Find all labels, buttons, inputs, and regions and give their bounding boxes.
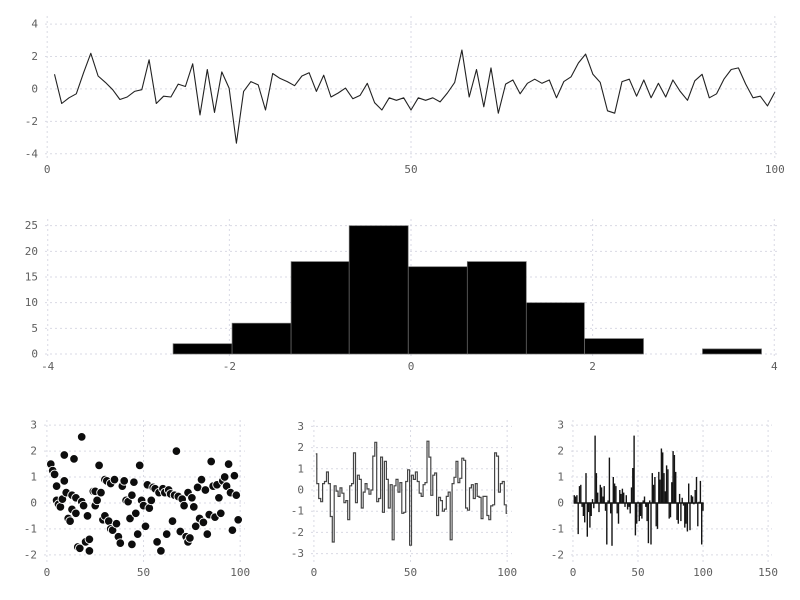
x-tick-label: 0 [44, 163, 51, 176]
x-tick-label: 0 [408, 360, 415, 373]
row-line-chart: 0 50 100 -4 -2 0 2 4 [0, 0, 800, 195]
y-tick-label: 2 [297, 441, 304, 454]
y-tick-label: 15 [25, 271, 38, 284]
x-tick-label: 100 [230, 566, 250, 579]
y-tick-label: 0 [557, 497, 564, 510]
x-tick-label: -4 [41, 360, 55, 373]
x-tick-label: 100 [765, 163, 785, 176]
y-tick-label: -2 [25, 115, 38, 128]
y-tick-label: 3 [30, 419, 37, 432]
x-tick-label: 2 [589, 360, 596, 373]
y-tick-label: 4 [31, 18, 38, 31]
line-chart: 0 50 100 -4 -2 0 2 4 [25, 16, 785, 176]
y-axis-tick-labels: -2 -1 0 1 2 3 [551, 419, 564, 562]
stem-plot-series [573, 435, 704, 546]
x-tick-label: 0 [311, 566, 318, 579]
step-chart: 0 50 100 -3 -2 -1 0 1 2 3 [291, 420, 518, 579]
scatter-plot-series [46, 432, 243, 556]
x-tick-label: -2 [223, 360, 236, 373]
line-plot-series [53, 49, 776, 144]
y-tick-label: -1 [291, 505, 304, 518]
x-tick-label: 100 [693, 566, 713, 579]
x-tick-label: 0 [570, 566, 577, 579]
y-tick-label: 3 [557, 419, 564, 432]
y-tick-label: 3 [297, 420, 304, 433]
y-axis-tick-labels: -2 -1 0 1 2 3 [24, 419, 37, 562]
x-axis-tick-labels: 0 50 100 [44, 566, 251, 579]
y-tick-label: 1 [30, 471, 37, 484]
y-tick-label: 25 [25, 219, 38, 232]
x-axis-tick-labels: 0 50 100 [44, 163, 785, 176]
y-tick-label: 1 [557, 471, 564, 484]
x-tick-label: 50 [404, 566, 417, 579]
gridlines [45, 16, 777, 160]
y-axis-tick-labels: -4 -2 0 2 4 [25, 18, 39, 161]
histogram-series [172, 225, 762, 355]
y-tick-label: 2 [30, 445, 37, 458]
scatter-chart: 0 50 100 -2 -1 0 1 2 3 [24, 419, 251, 579]
y-tick-label: -1 [551, 522, 564, 535]
x-axis-tick-labels: 0 50 100 [311, 566, 518, 579]
y-tick-label: 0 [297, 484, 304, 497]
x-tick-label: 4 [771, 360, 778, 373]
y-tick-label: 0 [31, 348, 38, 361]
y-tick-label: -2 [551, 548, 564, 561]
x-axis-tick-labels: 0 50 100 150 [570, 566, 778, 579]
x-axis-tick-labels: -4 -2 0 2 4 [41, 360, 778, 373]
x-tick-label: 150 [758, 566, 778, 579]
row-small-charts: 0 50 100 -2 -1 0 1 2 3 0 50 100 -3 -2 -1 0 1 2 3 0 50 100 15… [0, 390, 800, 600]
y-axis-tick-labels: 0 5 10 15 20 25 [25, 219, 38, 360]
y-tick-label: 0 [31, 82, 38, 95]
y-tick-label: -1 [24, 522, 37, 535]
x-tick-label: 50 [404, 163, 417, 176]
stem-chart: 0 50 100 150 -2 -1 0 1 2 3 [551, 419, 778, 579]
y-tick-label: 0 [30, 497, 37, 510]
y-tick-label: -2 [24, 548, 37, 561]
y-tick-label: -2 [291, 526, 304, 539]
y-tick-label: 5 [31, 322, 38, 335]
x-tick-label: 0 [44, 566, 51, 579]
y-tick-label: -4 [25, 147, 39, 160]
y-tick-label: 10 [25, 296, 38, 309]
y-tick-label: 20 [25, 245, 38, 258]
y-tick-label: 2 [557, 445, 564, 458]
x-tick-label: 50 [137, 566, 150, 579]
step-plot-series [315, 440, 508, 546]
y-tick-label: -3 [291, 547, 304, 560]
row-histogram-chart: -4 -2 0 2 4 0 5 10 15 20 25 [0, 195, 800, 390]
y-axis-tick-labels: -3 -2 -1 0 1 2 3 [291, 420, 304, 560]
x-tick-label: 50 [631, 566, 644, 579]
x-tick-label: 100 [497, 566, 517, 579]
y-tick-label: 1 [297, 462, 304, 475]
histogram-chart: -4 -2 0 2 4 0 5 10 15 20 25 [25, 219, 778, 373]
y-tick-label: 2 [31, 50, 38, 63]
